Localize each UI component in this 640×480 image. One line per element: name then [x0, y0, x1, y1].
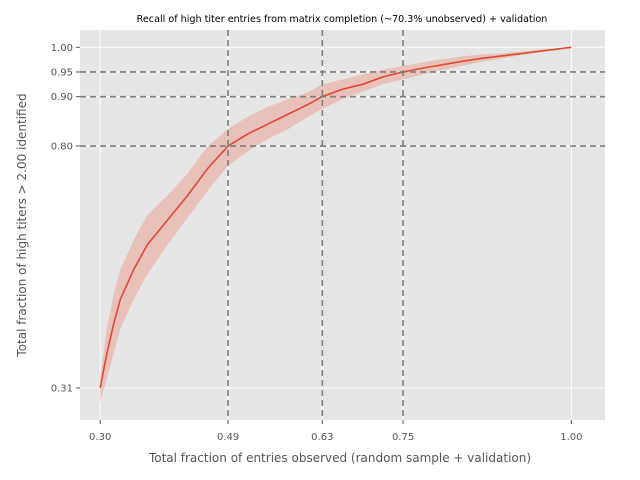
x-axis-label: Total fraction of entries observed (rand… [148, 451, 531, 465]
y-axis-ticks: 0.31 0.80 0.90 0.95 1.00 [51, 43, 80, 394]
recall-line [99, 46, 572, 389]
x-tick-label: 0.63 [311, 432, 333, 443]
y-tick-label: 0.31 [51, 383, 73, 394]
reference-lines [80, 30, 605, 420]
chart-title: Recall of high titer entries from matrix… [137, 14, 548, 25]
y-tick-label: 0.90 [51, 92, 73, 103]
x-tick-label: 0.30 [89, 432, 111, 443]
x-axis-ticks: 0.30 0.49 0.63 0.75 1.00 [89, 420, 582, 443]
y-tick-label: 0.95 [51, 67, 73, 78]
x-tick-label: 0.75 [392, 432, 414, 443]
y-tick-label: 1.00 [51, 43, 73, 54]
y-tick-label: 0.80 [51, 142, 73, 153]
recall-series-line [99, 46, 572, 389]
x-tick-label: 1.00 [560, 432, 582, 443]
x-tick-label: 0.49 [217, 432, 239, 443]
y-axis-label: Total fraction of high titers > 2.00 ide… [15, 93, 29, 357]
